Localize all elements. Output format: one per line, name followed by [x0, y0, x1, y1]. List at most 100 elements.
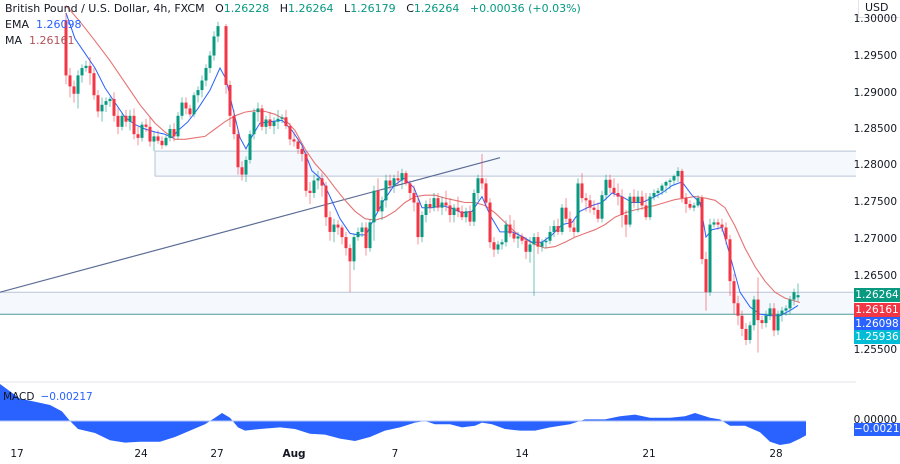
- candle-down[interactable]: [72, 80, 76, 103]
- candle-down[interactable]: [616, 183, 620, 206]
- candle-down[interactable]: [640, 190, 644, 210]
- candle-down[interactable]: [240, 161, 244, 181]
- candle-up[interactable]: [452, 204, 456, 223]
- candle-down[interactable]: [572, 220, 576, 238]
- candle-up[interactable]: [628, 192, 632, 228]
- candle-down[interactable]: [396, 170, 400, 186]
- candle-up[interactable]: [672, 174, 676, 186]
- candle-down[interactable]: [756, 277, 760, 353]
- candle-down[interactable]: [684, 192, 688, 213]
- candle-up[interactable]: [440, 196, 444, 216]
- candle-up[interactable]: [768, 303, 772, 321]
- candle-up[interactable]: [648, 192, 652, 221]
- candle-down[interactable]: [612, 178, 616, 197]
- candle-up[interactable]: [200, 75, 204, 98]
- candle-down[interactable]: [680, 168, 684, 203]
- candle-up[interactable]: [212, 31, 216, 61]
- candle-down[interactable]: [568, 211, 572, 232]
- candle-up[interactable]: [264, 115, 268, 135]
- candle-up[interactable]: [140, 121, 144, 142]
- candle-down[interactable]: [624, 209, 628, 238]
- candle-down[interactable]: [324, 181, 328, 227]
- candle-down[interactable]: [524, 237, 528, 260]
- candle-down[interactable]: [408, 180, 412, 201]
- candle-down[interactable]: [132, 108, 136, 140]
- candle-up[interactable]: [352, 233, 356, 271]
- candle-down[interactable]: [436, 192, 440, 212]
- candle-up[interactable]: [204, 64, 208, 87]
- candle-up[interactable]: [380, 196, 384, 221]
- candle-down[interactable]: [284, 109, 288, 130]
- candle-down[interactable]: [760, 315, 764, 329]
- candle-down[interactable]: [304, 151, 308, 197]
- candle-up[interactable]: [712, 218, 716, 228]
- candle-down[interactable]: [160, 136, 164, 149]
- candle-down[interactable]: [772, 303, 776, 337]
- candle-down[interactable]: [232, 109, 236, 140]
- candle-down[interactable]: [116, 108, 120, 135]
- candle-down[interactable]: [488, 198, 492, 249]
- candle-down[interactable]: [460, 205, 464, 221]
- candle-down[interactable]: [148, 117, 152, 147]
- candle-up[interactable]: [164, 134, 168, 147]
- candle-down[interactable]: [64, 12, 68, 85]
- candle-down[interactable]: [736, 295, 740, 326]
- candle-up[interactable]: [496, 240, 500, 254]
- candle-up[interactable]: [708, 218, 712, 296]
- candle-up[interactable]: [272, 117, 276, 135]
- candle-down[interactable]: [744, 323, 748, 346]
- candle-up[interactable]: [748, 321, 752, 344]
- candle-up[interactable]: [392, 174, 396, 193]
- candle-down[interactable]: [236, 129, 240, 175]
- candle-up[interactable]: [100, 97, 104, 122]
- candle-down[interactable]: [184, 97, 188, 115]
- macd-legend[interactable]: MACD −0.00217: [3, 391, 93, 403]
- ma-legend-row[interactable]: MA 1.26161: [5, 33, 581, 49]
- candle-down[interactable]: [328, 211, 332, 241]
- candle-down[interactable]: [124, 109, 128, 127]
- candle-up[interactable]: [604, 174, 608, 201]
- candle-up[interactable]: [208, 51, 212, 74]
- candle-up[interactable]: [796, 283, 800, 302]
- candle-up[interactable]: [776, 310, 780, 335]
- candle-down[interactable]: [484, 178, 488, 208]
- candle-down[interactable]: [300, 145, 304, 162]
- candle-up[interactable]: [780, 306, 784, 322]
- candle-up[interactable]: [544, 237, 548, 249]
- candle-up[interactable]: [652, 189, 656, 201]
- candle-up[interactable]: [216, 21, 220, 43]
- candle-up[interactable]: [504, 220, 508, 247]
- candle-down[interactable]: [728, 234, 732, 296]
- candle-up[interactable]: [316, 170, 320, 190]
- candle-down[interactable]: [224, 23, 228, 94]
- candle-down[interactable]: [296, 137, 300, 155]
- candle-up[interactable]: [476, 174, 480, 201]
- candle-down[interactable]: [172, 123, 176, 142]
- ema-legend-row[interactable]: EMA 1.26098: [5, 17, 581, 33]
- candle-down[interactable]: [188, 104, 192, 118]
- candle-down[interactable]: [340, 224, 344, 245]
- candle-down[interactable]: [536, 231, 540, 254]
- candle-down[interactable]: [720, 218, 724, 232]
- candle-up[interactable]: [256, 102, 260, 122]
- candle-up[interactable]: [752, 295, 756, 331]
- candle-up[interactable]: [400, 168, 404, 190]
- candle-up[interactable]: [576, 178, 580, 234]
- candle-down[interactable]: [588, 195, 592, 213]
- candle-up[interactable]: [636, 190, 640, 212]
- candle-up[interactable]: [664, 180, 668, 193]
- candle-down[interactable]: [448, 198, 452, 223]
- candle-down[interactable]: [580, 173, 584, 203]
- candle-down[interactable]: [88, 57, 92, 85]
- candle-down[interactable]: [456, 196, 460, 218]
- candle-down[interactable]: [156, 130, 160, 144]
- candle-up[interactable]: [500, 239, 504, 250]
- candle-down[interactable]: [444, 190, 448, 212]
- candle-down[interactable]: [404, 170, 408, 186]
- candle-up[interactable]: [424, 200, 428, 223]
- candle-down[interactable]: [320, 173, 324, 197]
- candle-up[interactable]: [76, 70, 80, 109]
- zone-rect[interactable]: [155, 151, 856, 177]
- candle-down[interactable]: [480, 154, 484, 190]
- candle-up[interactable]: [168, 124, 172, 142]
